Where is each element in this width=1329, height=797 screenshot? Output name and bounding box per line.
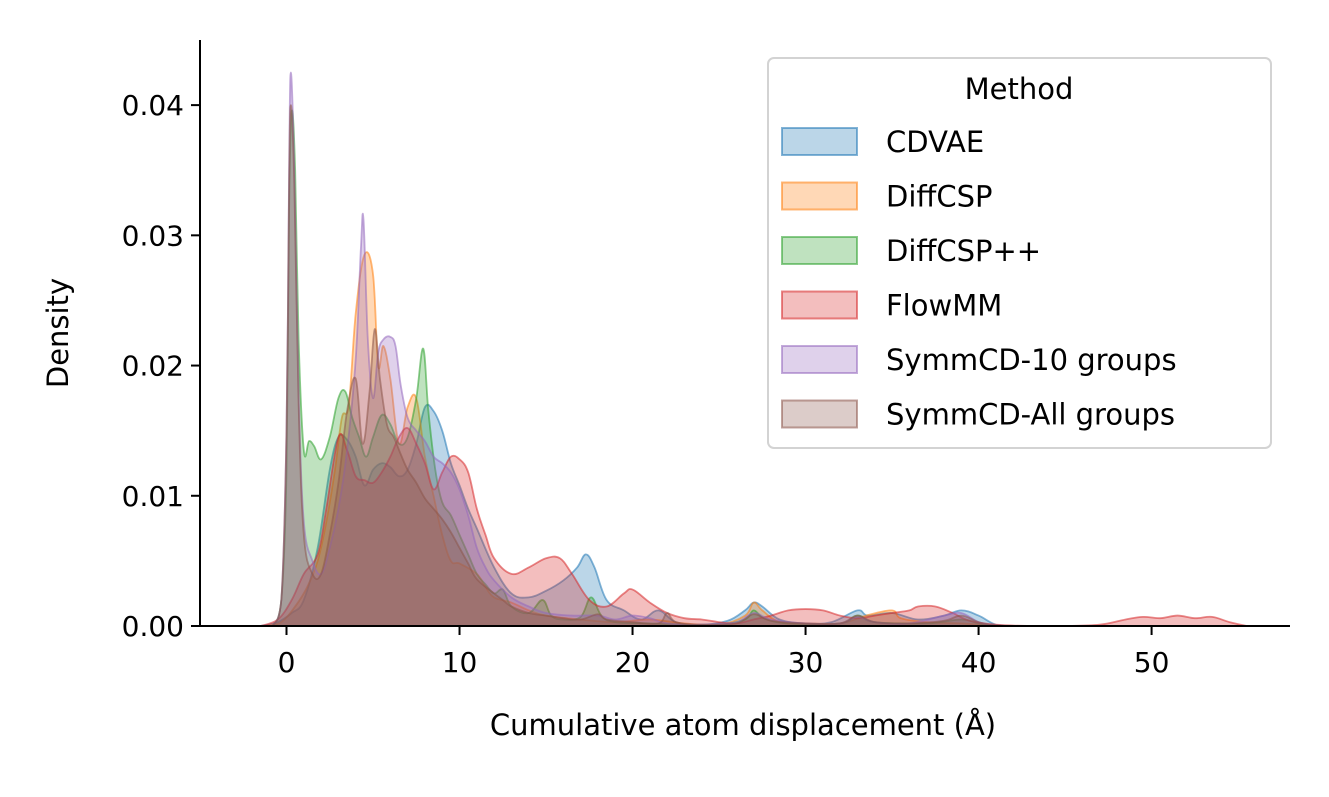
x-tick-label: 10 xyxy=(442,646,478,679)
legend-items: CDVAE DiffCSP DiffCSP++ FlowMM SymmCD-10 gro… xyxy=(781,125,1177,432)
legend-item: DiffCSP xyxy=(781,180,993,214)
density-curve-line xyxy=(271,104,997,627)
legend-swatch xyxy=(781,236,858,265)
legend-label: FlowMM xyxy=(886,289,1002,323)
y-tick-label: 0.03 xyxy=(122,219,184,252)
legend-label: DiffCSP xyxy=(886,180,993,214)
legend-item: FlowMM xyxy=(781,289,1002,323)
x-axis-label: Cumulative atom displacement (Å) xyxy=(490,708,996,742)
y-tick-label: 0.04 xyxy=(122,89,184,122)
density-areas xyxy=(260,71,1247,627)
x-tick-label: 20 xyxy=(615,646,651,679)
x-tick-label: 0 xyxy=(278,646,296,679)
density-curve-line xyxy=(260,403,1014,627)
axes xyxy=(199,40,1290,627)
legend-label: SymmCD-10 groups xyxy=(886,343,1177,377)
legend-swatch xyxy=(781,290,858,320)
density-area-fill xyxy=(272,110,996,626)
density-area-fill xyxy=(272,105,996,627)
density-curve-line xyxy=(260,427,1247,627)
legend-swatch xyxy=(781,345,858,374)
legend-item: SymmCD-10 groups xyxy=(781,343,1177,377)
density-area-fill xyxy=(260,427,1247,626)
y-axis-label: Density xyxy=(41,278,75,388)
y-tick-label: 0.01 xyxy=(122,480,184,513)
density-area-fill xyxy=(272,72,996,626)
series-symmcd-all-groups xyxy=(271,104,997,627)
legend-swatch xyxy=(781,399,858,429)
legend-label: CDVAE xyxy=(886,125,984,159)
legend-label: SymmCD-All groups xyxy=(886,398,1175,432)
y-ticks: 0.00 0.01 0.02 0.03 0.04 xyxy=(122,89,200,643)
y-tick-label: 0.00 xyxy=(122,610,184,643)
legend-label: DiffCSP++ xyxy=(886,234,1041,268)
legend-item: CDVAE xyxy=(781,125,984,159)
x-tick-label: 40 xyxy=(961,646,997,679)
x-tick-label: 30 xyxy=(788,646,824,679)
series-flowmm xyxy=(260,427,1247,627)
legend-swatch xyxy=(781,181,858,211)
legend-swatch xyxy=(781,127,858,156)
x-tick-label: 50 xyxy=(1134,646,1170,679)
x-ticks: 0 10 20 30 40 50 xyxy=(278,626,1170,679)
legend-title: Method xyxy=(965,72,1074,106)
legend: Method CDVAE DiffCSP DiffCSP++ FlowMM SymmCD… xyxy=(767,57,1272,449)
density-area-fill xyxy=(265,252,996,626)
legend-item: SymmCD-All groups xyxy=(781,398,1175,432)
legend-frame xyxy=(767,57,1272,449)
y-tick-label: 0.02 xyxy=(122,350,184,383)
legend-item: DiffCSP++ xyxy=(781,234,1041,268)
